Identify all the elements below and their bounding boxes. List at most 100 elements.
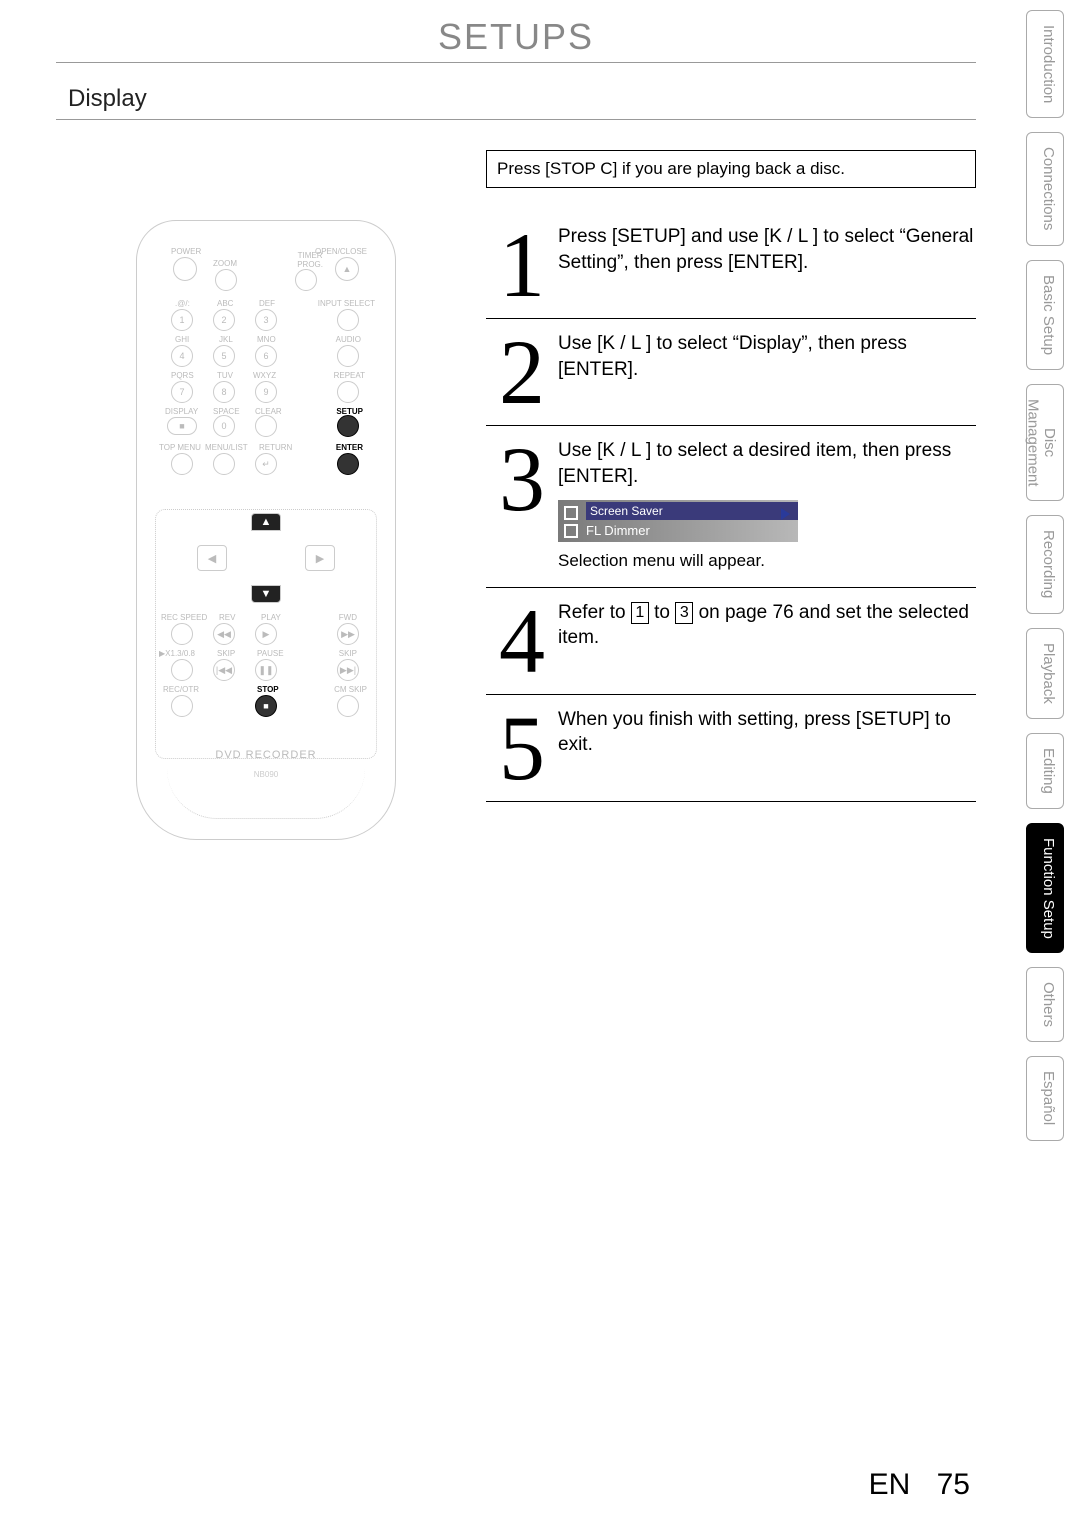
label-pqrs: PQRS (171, 371, 194, 380)
remote-brand: DVD RECORDER (137, 749, 395, 761)
ref-box-3: 3 (675, 602, 693, 624)
btn-input (337, 309, 359, 331)
btn-recotr (171, 695, 193, 717)
btn-skipfwd: ▶▶| (337, 659, 359, 681)
step-text: When you finish with setting, press [SET… (558, 703, 976, 758)
tab-connections[interactable]: Connections (1026, 132, 1064, 245)
btn-5: 5 (213, 345, 235, 367)
label-at: .@/: (175, 299, 190, 308)
step-2: 2 Use [K / L ] to select “Display”, then… (486, 319, 976, 426)
dpad-down: ▼ (251, 585, 281, 603)
remote-illustration-column: POWER OPEN/CLOSE ▲ ZOOM TIMER PROG. .@/:… (56, 150, 476, 840)
btn-fwd: ▶▶ (337, 623, 359, 645)
label-enter: ENTER (336, 443, 363, 452)
btn-rev: ◀◀ (213, 623, 235, 645)
footer-lang: EN (869, 1468, 911, 1501)
step-text: Use [K / L ] to select a desired item, t… (558, 438, 976, 489)
label-audio: AUDIO (336, 335, 361, 344)
footer-page-number: 75 (937, 1468, 970, 1501)
btn-repeat (337, 381, 359, 403)
btn-audio (337, 345, 359, 367)
step-number: 4 (486, 596, 558, 680)
label-play: PLAY (261, 613, 281, 622)
btn-recspeed (171, 623, 193, 645)
label-def: DEF (259, 299, 275, 308)
label-mno: MNO (257, 335, 276, 344)
label-recspeed: REC SPEED (161, 613, 207, 622)
btn-4: 4 (171, 345, 193, 367)
ref-mid: to (654, 602, 675, 623)
btn-0: 0 (213, 415, 235, 437)
label-recotr: REC/OTR (163, 685, 199, 694)
tab-disc-management[interactable]: Disc Management (1026, 384, 1064, 502)
label-ghi: GHI (175, 335, 189, 344)
tab-editing[interactable]: Editing (1026, 733, 1064, 809)
label-stop: STOP (257, 685, 279, 694)
btn-pause: ❚❚ (255, 659, 277, 681)
dpad-up: ▲ (251, 513, 281, 531)
label-power: POWER (171, 247, 201, 256)
step-5: 5 When you finish with setting, press [S… (486, 695, 976, 802)
tab-playback[interactable]: Playback (1026, 628, 1064, 719)
btn-x13 (171, 659, 193, 681)
step-after-text: Selection menu will appear. (558, 550, 976, 573)
btn-skipback: |◀◀ (213, 659, 235, 681)
btn-9: 9 (255, 381, 277, 403)
dpad-right: ▶ (305, 545, 335, 571)
menu-arrow-icon (781, 508, 790, 520)
btn-menulist (213, 453, 235, 475)
label-zoom: ZOOM (213, 259, 237, 268)
btn-8: 8 (213, 381, 235, 403)
step-body: Use [K / L ] to select a desired item, t… (558, 434, 976, 572)
label-pause: PAUSE (257, 649, 284, 658)
btn-7: 7 (171, 381, 193, 403)
step-1: 1 Press [SETUP] and use [K / L ] to sele… (486, 212, 976, 319)
label-repeat: REPEAT (334, 371, 365, 380)
btn-return: ↵ (255, 453, 277, 475)
tab-function-setup[interactable]: Function Setup (1026, 823, 1064, 954)
side-tabs: Introduction Connections Basic Setup Dis… (1026, 10, 1064, 1141)
section-heading-bar: Display (56, 75, 976, 120)
btn-zoom (215, 269, 237, 291)
label-menulist: MENU/LIST (205, 443, 248, 452)
label-abc: ABC (217, 299, 233, 308)
ref-box-1: 1 (631, 602, 649, 624)
label-return: RETURN (259, 443, 292, 452)
page-title: SETUPS (438, 16, 594, 57)
section-heading: Display (68, 85, 147, 112)
steps-column: Press [STOP C] if you are playing back a… (476, 150, 976, 840)
btn-setup (337, 415, 359, 437)
menu-item-2: FL Dimmer (586, 522, 798, 540)
label-tuv: TUV (217, 371, 233, 380)
btn-power (173, 257, 197, 281)
label-topmenu: TOP MENU (159, 443, 201, 452)
label-skip: SKIP (217, 649, 235, 658)
btn-enter (337, 453, 359, 475)
step-number: 1 (486, 220, 558, 304)
step-text: Press [SETUP] and use [K / L ] to select… (558, 220, 976, 275)
btn-topmenu (171, 453, 193, 475)
label-display: DISPLAY (165, 407, 198, 416)
btn-clear (255, 415, 277, 437)
btn-play: ▶ (255, 623, 277, 645)
tab-espanol[interactable]: Español (1026, 1056, 1064, 1140)
label-timerprog: TIMER PROG. (297, 251, 323, 269)
tab-introduction[interactable]: Introduction (1026, 10, 1064, 118)
tab-others[interactable]: Others (1026, 967, 1064, 1042)
label-jkl: JKL (219, 335, 233, 344)
ref-prefix: Refer to (558, 602, 631, 623)
label-fwd: FWD (339, 613, 357, 622)
step-3: 3 Use [K / L ] to select a desired item,… (486, 426, 976, 587)
label-wxyz: WXYZ (253, 371, 276, 380)
step-number: 2 (486, 327, 558, 411)
step-number: 3 (486, 434, 558, 518)
tab-basic-setup[interactable]: Basic Setup (1026, 260, 1064, 370)
btn-display: ■ (167, 417, 197, 435)
step-body: Refer to 1 to 3 on page 76 and set the s… (558, 596, 976, 651)
step-4: 4 Refer to 1 to 3 on page 76 and set the… (486, 588, 976, 695)
btn-1: 1 (171, 309, 193, 331)
page-footer: EN 75 (869, 1468, 970, 1502)
label-input: INPUT SELECT (318, 299, 375, 308)
dpad-left: ◀ (197, 545, 227, 571)
tab-recording[interactable]: Recording (1026, 515, 1064, 613)
